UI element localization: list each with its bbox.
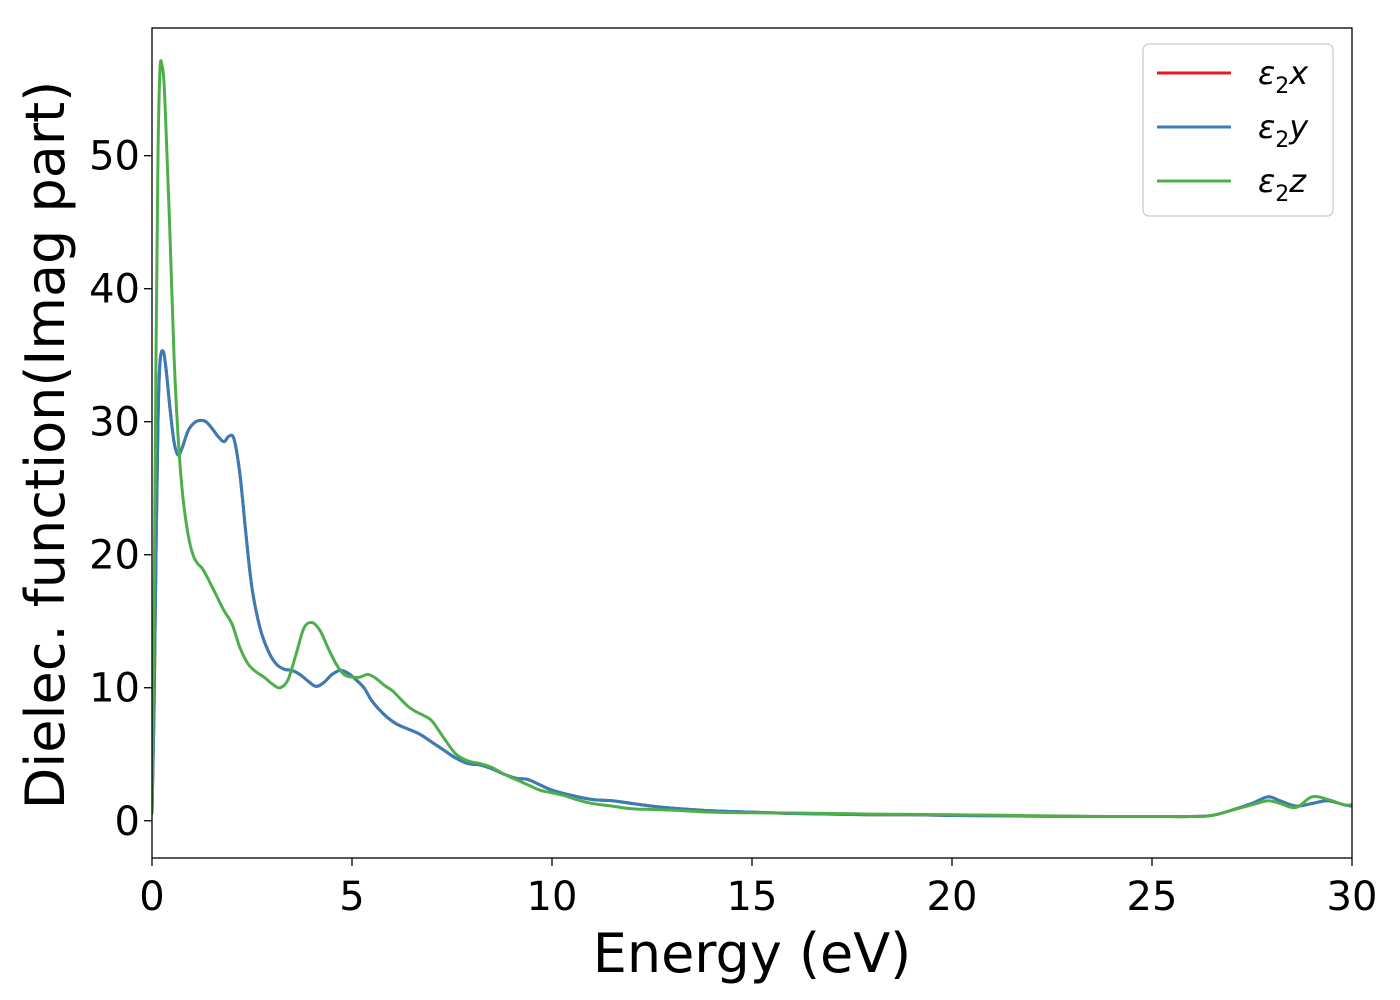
y-axis-label: Dielec. function(Imag part) <box>14 81 77 810</box>
x-tick-label: 25 <box>1127 874 1178 920</box>
y-tick-label: 30 <box>89 400 140 446</box>
y-tick-label: 50 <box>89 134 140 180</box>
legend-item-x: ε2x <box>1157 54 1309 99</box>
x-tick-label: 10 <box>527 874 578 920</box>
series-lines <box>152 59 1352 819</box>
legend-item-z: ε2z <box>1157 162 1307 207</box>
x-tick-label: 20 <box>927 874 978 920</box>
x-axis-ticks: 0 5 10 15 20 25 30 <box>139 858 1377 920</box>
series-line-z <box>152 59 1352 819</box>
y-axis-ticks: 0 10 20 30 40 50 <box>89 134 152 845</box>
x-tick-label: 30 <box>1327 874 1378 920</box>
legend-box <box>1142 43 1334 217</box>
legend-label: ε2y <box>1258 108 1309 153</box>
x-axis-label: Energy (eV) <box>593 922 912 985</box>
y-tick-label: 10 <box>89 666 140 712</box>
x-tick-label: 5 <box>339 874 364 920</box>
legend-label: ε2x <box>1258 54 1309 99</box>
y-tick-label: 0 <box>115 799 140 845</box>
series-line-x <box>152 349 1352 819</box>
x-tick-label: 0 <box>139 874 164 920</box>
y-tick-label: 20 <box>89 533 140 579</box>
legend-item-y: ε2y <box>1157 108 1309 153</box>
y-tick-label: 40 <box>89 267 140 313</box>
legend: ε2x ε2y ε2z <box>1142 43 1334 217</box>
series-line-y <box>152 349 1352 819</box>
x-tick-label: 15 <box>727 874 778 920</box>
legend-label: ε2z <box>1258 162 1307 207</box>
